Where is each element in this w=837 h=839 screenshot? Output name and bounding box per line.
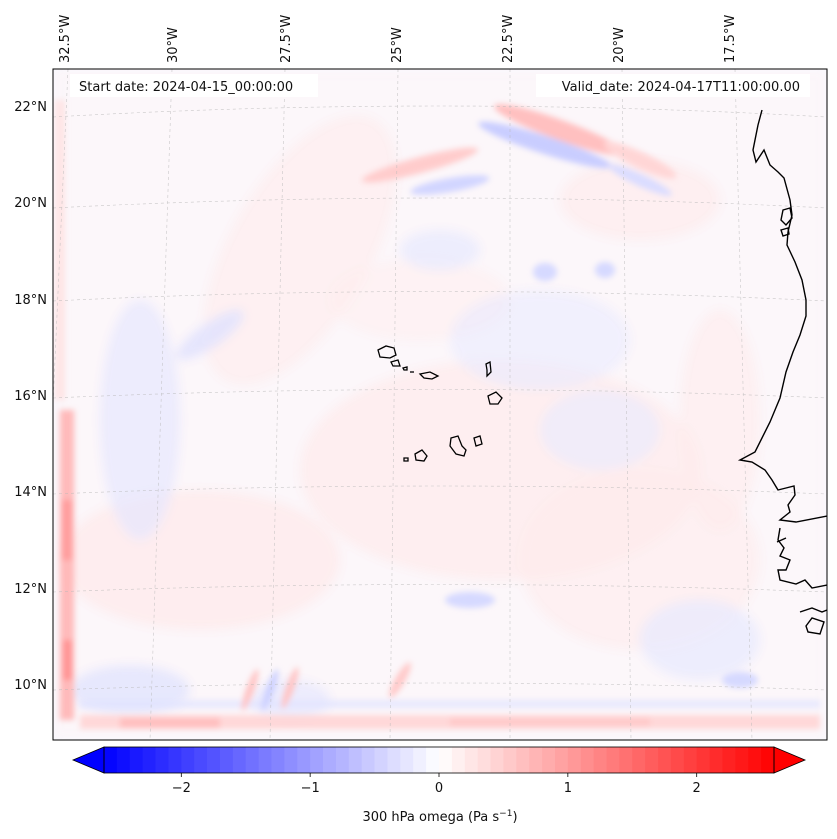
colorbar-tick-label: 2 xyxy=(693,781,701,796)
start-date-label: Start date: 2024-04-15_00:00:00 xyxy=(79,80,293,95)
colorbar-cell xyxy=(748,747,762,773)
colorbar-cell xyxy=(335,747,350,773)
colorbar-cell xyxy=(271,747,285,773)
colorbar-cell xyxy=(490,747,504,773)
lat-label: 22°N xyxy=(14,100,47,115)
latitude-labels: 22°N 20°N 18°N 16°N 14°N 12°N 10°N xyxy=(14,100,47,693)
cape-verde-islands xyxy=(377,345,503,462)
colorbar-cell xyxy=(387,747,401,773)
colorbar-tick-label: 0 xyxy=(435,781,443,796)
colorbar-cell xyxy=(258,747,272,773)
colorbar-tick-label: −1 xyxy=(301,781,320,796)
colorbar-cell xyxy=(232,747,247,773)
colorbar-cell xyxy=(542,747,556,773)
lat-label: 20°N xyxy=(14,196,47,211)
colorbar-cell xyxy=(426,747,440,773)
colorbar-cell xyxy=(503,747,517,773)
colorbar-extend-min xyxy=(71,746,105,774)
lat-label: 16°N xyxy=(14,389,47,404)
colorbar-cell xyxy=(632,747,646,773)
colorbar-cell xyxy=(413,747,427,773)
colorbar-cell xyxy=(606,747,620,773)
colorbar-cell xyxy=(245,747,260,773)
colorbar-cell xyxy=(567,747,582,773)
lon-label: 27.5°W xyxy=(279,15,294,63)
colorbar-cell xyxy=(529,747,543,773)
colorbar-cell xyxy=(683,747,698,773)
colorbar-tick-label: 1 xyxy=(564,781,572,796)
colorbar-cell xyxy=(761,747,775,773)
colorbar-cell xyxy=(142,747,156,773)
colorbar-cell xyxy=(181,747,195,773)
colorbar-cell xyxy=(554,747,569,773)
colorbar-cell xyxy=(104,747,118,773)
colorbar-cell xyxy=(709,747,723,773)
lat-label: 18°N xyxy=(14,293,47,308)
colorbar-cell xyxy=(658,747,672,773)
colorbar: −2 −1 0 1 2 300 hPa omega (Pa s−1) xyxy=(71,746,807,825)
colorbar-label-text: 300 hPa omega (Pa s xyxy=(362,810,499,825)
colorbar-cell xyxy=(722,747,736,773)
lon-label: 30°W xyxy=(166,27,181,63)
colorbar-cell xyxy=(477,747,491,773)
colorbar-cell xyxy=(516,747,530,773)
colorbar-cell xyxy=(439,747,453,773)
colorbar-cell xyxy=(593,747,607,773)
colorbar-cell xyxy=(207,747,221,773)
gridlines xyxy=(53,69,827,740)
colorbar-tick-label: −2 xyxy=(172,781,191,796)
colorbar-cell xyxy=(670,747,685,773)
lat-label: 10°N xyxy=(14,678,47,693)
colorbar-cell xyxy=(310,747,324,773)
colorbar-cell xyxy=(361,747,375,773)
colorbar-cell xyxy=(619,747,633,773)
map-frame xyxy=(52,68,828,741)
lat-label: 14°N xyxy=(14,485,47,500)
lat-label: 12°N xyxy=(14,582,47,597)
valid-date-label: Valid_date: 2024-04-17T11:00:00.00 xyxy=(562,80,800,95)
colorbar-cell xyxy=(348,747,363,773)
lon-label: 25°W xyxy=(390,27,405,63)
map-area: Start date: 2024-04-15_00:00:00 Valid_da… xyxy=(53,69,827,740)
lon-label: 32.5°W xyxy=(58,15,73,63)
omega-field xyxy=(53,69,827,740)
colorbar-cell xyxy=(580,747,595,773)
colorbar-cell xyxy=(323,747,337,773)
coastline xyxy=(737,109,827,635)
start-date-box xyxy=(70,74,318,97)
colorbar-extend-max xyxy=(773,746,807,774)
colorbar-cell xyxy=(464,747,479,773)
colorbar-cell xyxy=(194,747,208,773)
colorbar-label: 300 hPa omega (Pa s−1) xyxy=(362,809,517,825)
colorbar-cell xyxy=(374,747,388,773)
colorbar-cell xyxy=(297,747,311,773)
valid-date-box xyxy=(536,74,810,97)
colorbar-label-close: ) xyxy=(512,810,517,825)
colorbar-label-exponent: −1 xyxy=(499,809,512,819)
colorbar-cell xyxy=(696,747,710,773)
colorbar-cell xyxy=(645,747,659,773)
colorbar-cells xyxy=(104,747,775,773)
colorbar-cell xyxy=(219,747,234,773)
longitude-labels: 32.5°W 30°W 27.5°W 25°W 22.5°W 20°W 17.5… xyxy=(58,15,738,63)
omega-features xyxy=(55,100,820,729)
colorbar-cell xyxy=(400,747,414,773)
colorbar-cell xyxy=(155,747,169,773)
lon-label: 20°W xyxy=(612,27,627,63)
colorbar-cell xyxy=(168,747,182,773)
colorbar-cell xyxy=(129,747,144,773)
colorbar-cell xyxy=(284,747,298,773)
colorbar-cell xyxy=(451,747,466,773)
colorbar-ticks: −2 −1 0 1 2 xyxy=(172,773,701,796)
colorbar-cell xyxy=(116,747,131,773)
colorbar-cell xyxy=(735,747,749,773)
lon-label: 22.5°W xyxy=(501,15,516,63)
lon-label: 17.5°W xyxy=(723,15,738,63)
